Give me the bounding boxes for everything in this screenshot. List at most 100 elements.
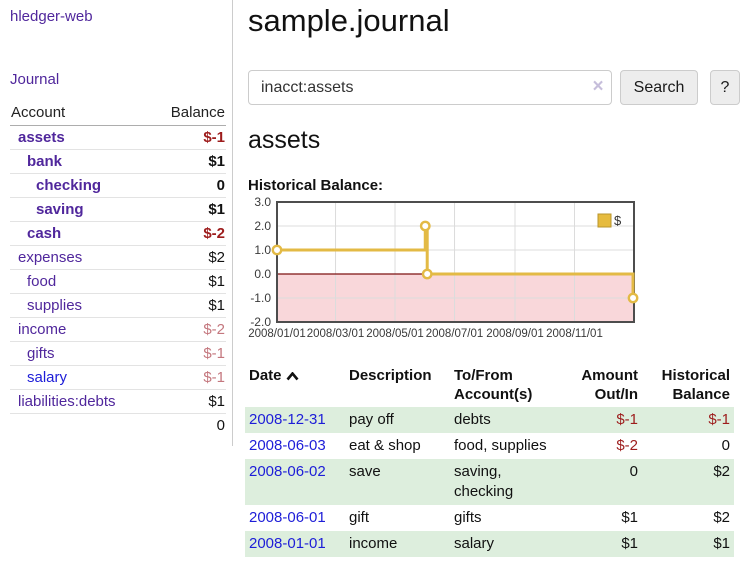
account-link-cash[interactable]: cash [27,225,62,242]
register-table: Date Description To/From Account(s) Amou… [245,363,734,557]
transaction-accounts: salary [454,535,495,552]
x-axis-tick-label: 2008/11/01 [546,328,603,340]
transaction-date-link[interactable]: 2008-06-01 [249,509,326,526]
accounts-header-balance: Balance [151,101,226,126]
transaction-description: pay off [349,411,394,428]
transaction-accounts: gifts [454,509,482,526]
transaction-balance: $-1 [708,411,730,428]
transaction-description: save [349,463,381,480]
register-row: 2008-06-01 gift gifts $1 $2 [245,505,734,531]
account-balance: $1 [151,197,226,222]
transaction-amount: $1 [621,509,638,526]
y-axis-tick-label: 0.0 [254,267,271,281]
transaction-amount: $-1 [616,411,638,428]
account-row: checking 0 [10,173,226,198]
account-title: assets [248,126,321,154]
transaction-balance: $2 [713,509,730,526]
clear-search-icon[interactable]: × [592,76,604,97]
account-balance: 0 [151,173,226,198]
plot-border [276,201,635,323]
account-link-income[interactable]: income [18,321,67,338]
register-row: 2008-12-31 pay off debts $-1 $-1 [245,407,734,433]
transaction-date-link[interactable]: 2008-06-03 [249,437,326,454]
account-row: food $1 [10,269,226,294]
account-balance: $1 [151,149,226,174]
account-balance: $-2 [151,221,226,246]
account-link-assets[interactable]: assets [18,129,65,146]
y-axis-tick-label: 3.0 [254,196,271,209]
account-link-saving[interactable]: saving [36,201,84,218]
chart-title: Historical Balance: [248,177,384,194]
transaction-description: gift [349,509,370,526]
y-axis-tick-label: 2.0 [254,219,271,233]
transaction-amount: 0 [629,463,638,480]
account-balance: $-2 [151,317,226,342]
accounts-table: Account Balance assets $-1 bank $1 checking 0… [10,101,226,437]
register-header-row: Date Description To/From Account(s) Amou… [245,363,734,407]
account-balance: $1 [151,389,226,414]
x-axis-tick-label: 2008/03/01 [307,328,365,340]
register-header-accounts: To/From Account(s) [454,367,533,403]
account-link-food[interactable]: food [27,273,57,290]
register-header-amount: Amount Out/In [581,367,638,403]
account-link-gifts[interactable]: gifts [27,345,55,362]
data-point-marker [419,220,431,232]
help-button[interactable]: ? [710,70,740,105]
transaction-amount: $1 [621,535,638,552]
search-input[interactable] [248,70,612,105]
account-row: gifts $-1 [10,341,226,366]
sidebar-item-journal[interactable]: Journal [10,71,60,88]
register-row: 2008-06-02 save saving, checking 0 $2 [245,459,734,505]
account-row: saving $1 [10,197,226,222]
account-balance: $2 [151,245,226,270]
transaction-amount: $-2 [616,437,638,454]
accounts-header-account: Account [10,101,152,126]
x-axis-tick-label: 2008/09/01 [486,328,544,340]
account-balance: $-1 [151,341,226,366]
account-link-salary[interactable]: salary [27,369,68,386]
account-row: supplies $1 [10,293,226,318]
transaction-accounts: debts [454,411,491,428]
account-link-checking[interactable]: checking [36,177,102,194]
account-balance: $-1 [151,125,226,150]
legend-swatch [597,213,612,228]
register-header-date[interactable]: Date [245,363,345,407]
transaction-date-link[interactable]: 2008-01-01 [249,535,326,552]
transaction-description: income [349,535,398,552]
account-link-expenses[interactable]: expenses [18,249,83,266]
account-link-bank[interactable]: bank [27,153,63,170]
accounts-total-value: 0 [151,413,226,437]
account-row: income $-2 [10,317,226,342]
register-row: 2008-01-01 income salary $1 $1 [245,531,734,557]
x-axis-tick-label: 2008/05/01 [366,328,424,340]
account-link-liabilities-debts[interactable]: liabilities:debts [18,393,116,410]
sort-ascending-icon [286,367,299,386]
brand-link[interactable]: hledger-web [10,8,93,25]
account-row: expenses $2 [10,245,226,270]
transaction-balance: $1 [713,535,730,552]
register-row: 2008-06-03 eat & shop food, supplies $-2 0 [245,433,734,459]
y-axis-tick-label: 1.0 [254,243,271,257]
accounts-table-header: Account Balance [10,101,226,126]
register-header-balance: Historical Balance [661,367,730,403]
account-row: cash $-2 [10,221,226,246]
data-point-marker [271,244,283,256]
account-balance: $-1 [151,365,226,390]
transaction-accounts: saving, checking [454,463,514,500]
transaction-balance: $2 [713,463,730,480]
sidebar: hledger-web Journal Account Balance asse… [0,0,233,446]
legend-label: $ [614,213,622,228]
y-axis-tick-label: -2.0 [250,315,271,329]
account-row: liabilities:debts $1 [10,389,226,414]
account-row: bank $1 [10,149,226,174]
transaction-date-link[interactable]: 2008-06-02 [249,463,326,480]
x-axis-tick-label: 2008/01/01 [248,328,306,340]
account-row: salary $-1 [10,365,226,390]
historical-balance-chart: $3.0 2.0 1.0 0.0 -1.0 -2.0 2008/01/01 2008/03/0… [238,195,642,348]
transaction-date-link[interactable]: 2008-12-31 [249,411,326,428]
account-link-supplies[interactable]: supplies [27,297,83,314]
data-point-marker [421,268,433,280]
search-button[interactable]: Search [620,70,698,105]
